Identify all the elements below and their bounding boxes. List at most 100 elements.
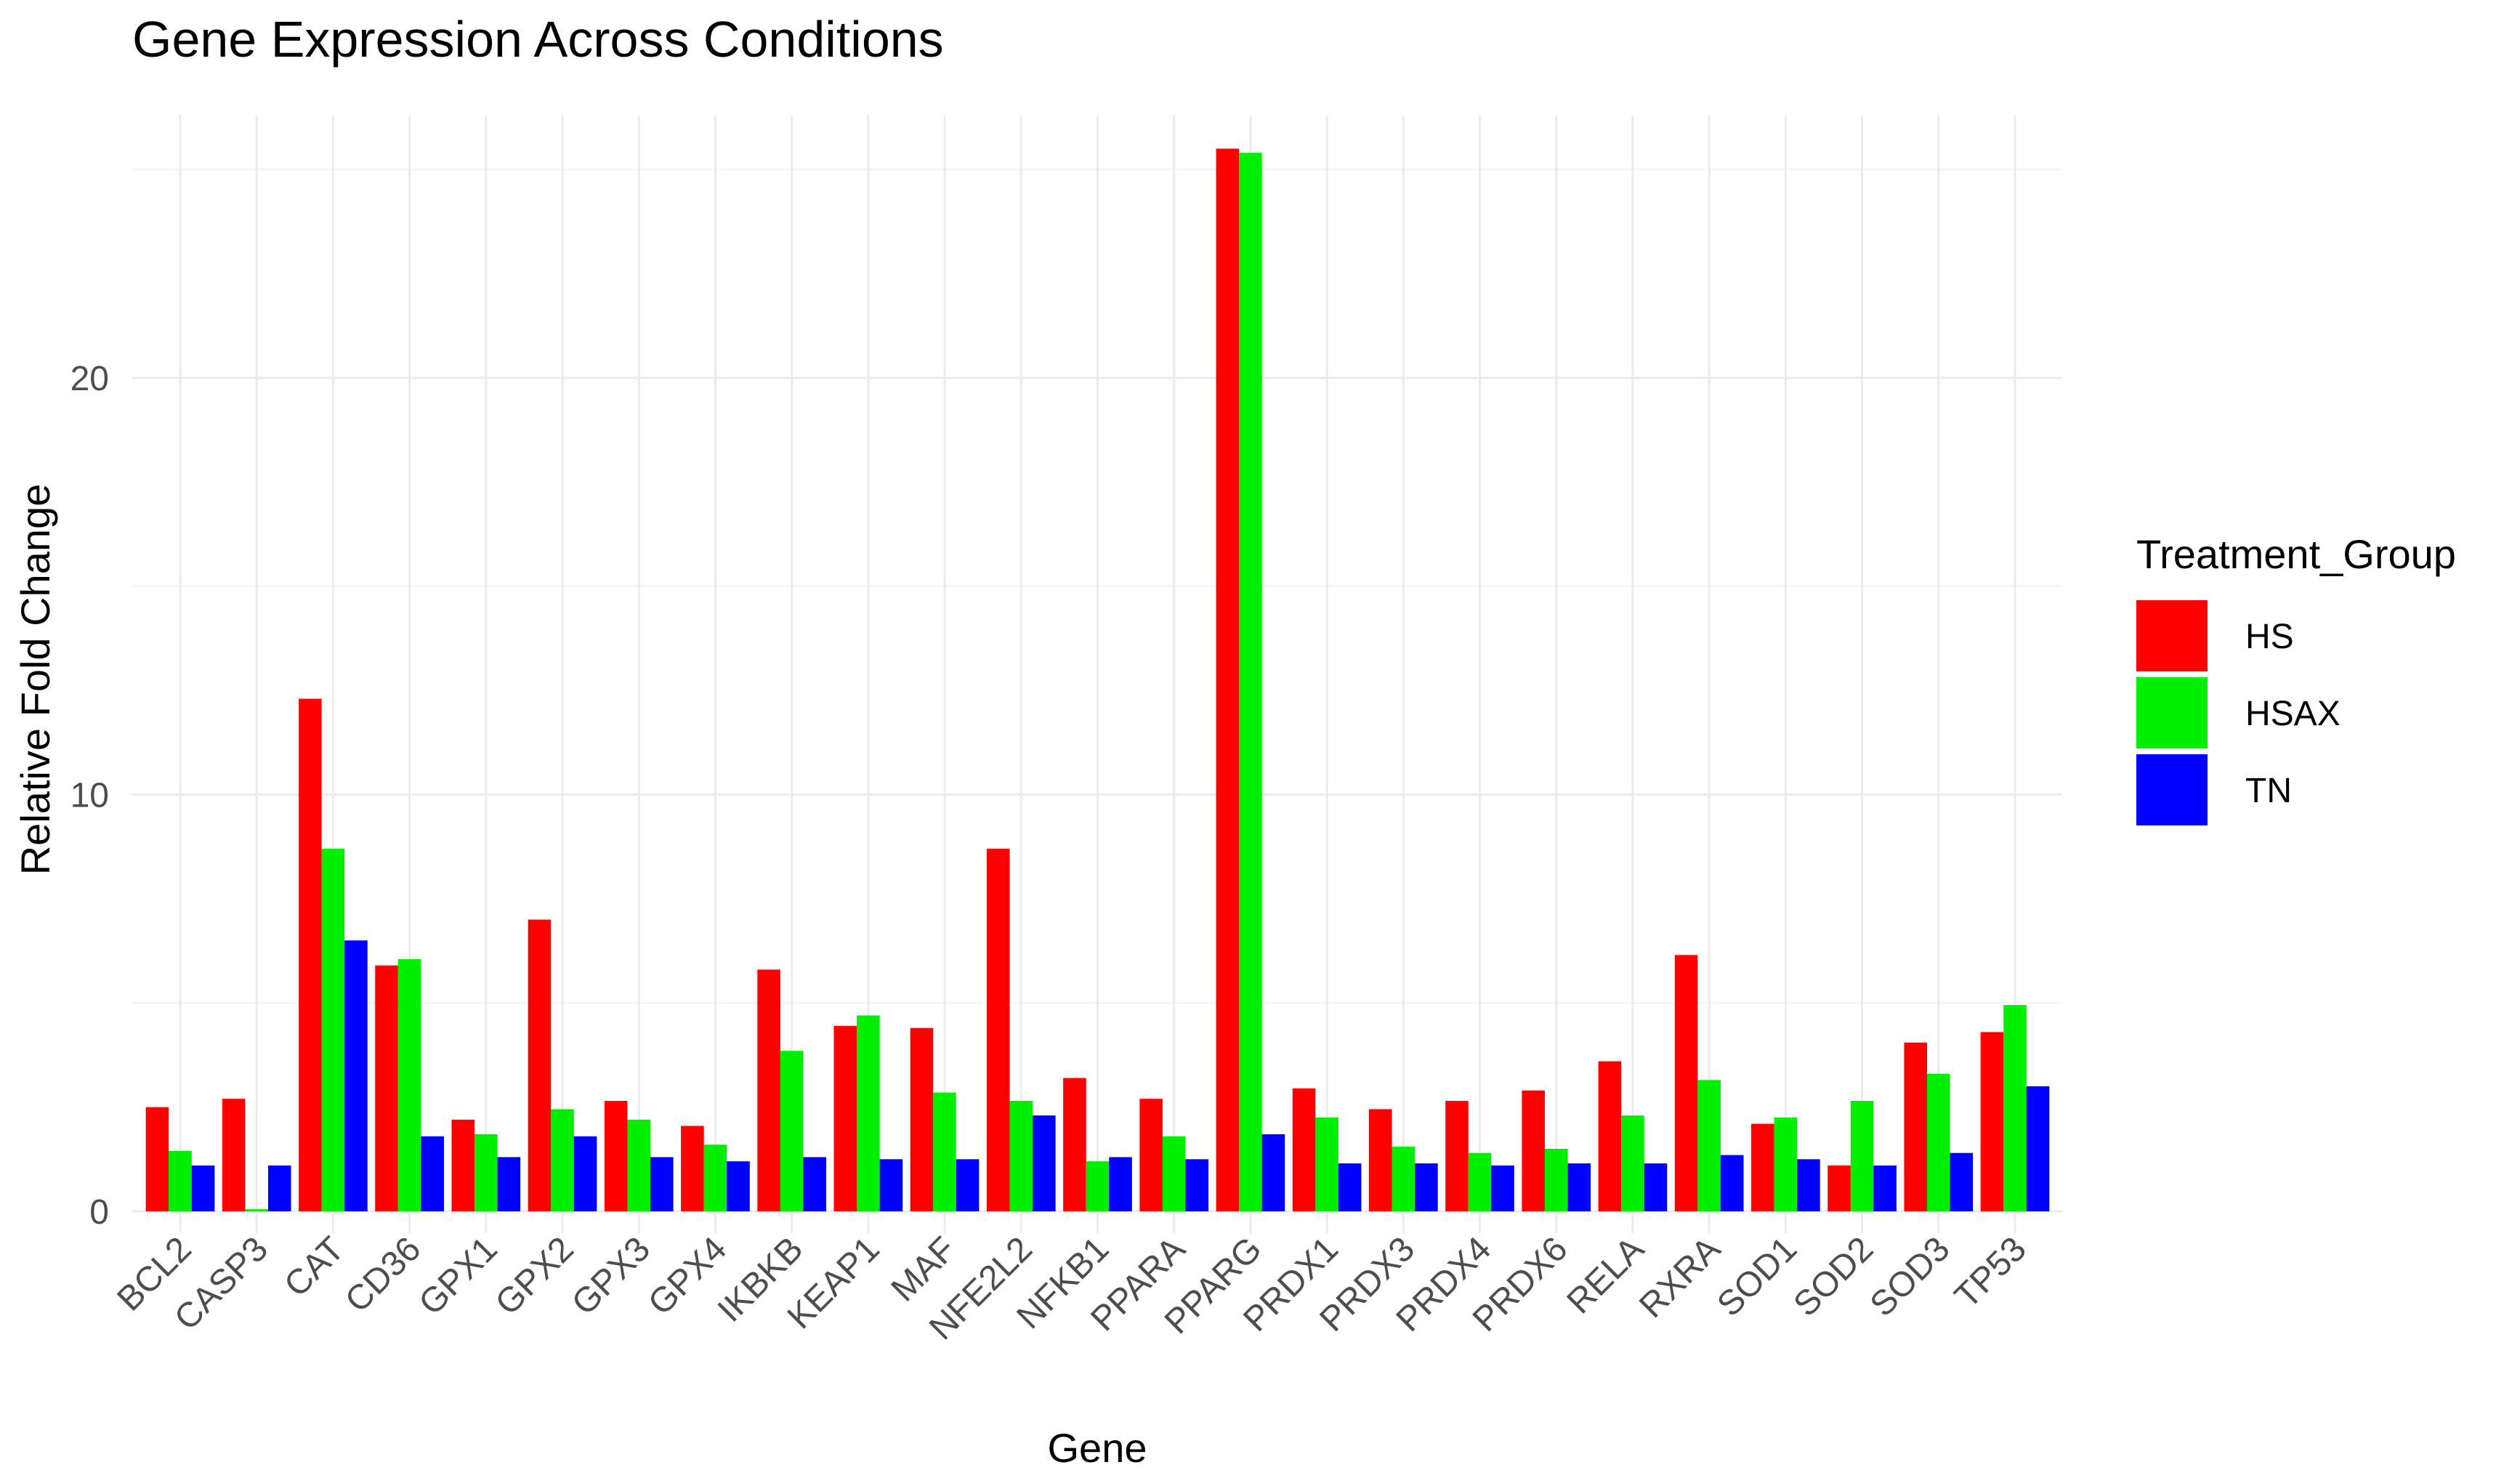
x-tick-label: SOD3 (1863, 1229, 1958, 1324)
bar-hs-tp53 (1980, 1032, 2004, 1211)
bar-hs-sod1 (1751, 1123, 1774, 1211)
bar-tn-nfe2l2 (1033, 1115, 1056, 1211)
bar-tn-ppara (1185, 1159, 1209, 1211)
bar-hsax-nfe2l2 (1009, 1101, 1033, 1211)
x-tick-label: SOD2 (1786, 1229, 1881, 1324)
legend-key-tn (2136, 754, 2208, 825)
bar-hs-ikbkb (757, 969, 780, 1211)
x-tick-label: GPX2 (488, 1229, 581, 1322)
bar-tn-sod3 (1950, 1152, 1974, 1211)
bar-tn-sod2 (1873, 1165, 1897, 1211)
bar-tn-pparg (1261, 1134, 1285, 1211)
bar-hsax-prdx6 (1544, 1148, 1568, 1211)
x-tick-label: SOD1 (1710, 1229, 1804, 1324)
bar-hs-bcl2 (145, 1107, 169, 1212)
bar-tn-cd36 (421, 1136, 444, 1211)
bar-hsax-cd36 (397, 959, 421, 1211)
bar-tn-keap1 (879, 1159, 903, 1211)
bar-hs-rxra (1674, 955, 1698, 1211)
bar-hsax-prdx4 (1468, 1152, 1492, 1211)
bar-tn-maf (956, 1159, 980, 1211)
bar-hsax-nfkb1 (1086, 1161, 1110, 1211)
bar-tn-prdx4 (1491, 1165, 1514, 1211)
bar-hsax-sod2 (1850, 1101, 1874, 1211)
grid (132, 115, 2062, 1233)
bar-tn-prdx3 (1415, 1163, 1438, 1211)
bar-hsax-prdx3 (1392, 1147, 1416, 1211)
bar-hsax-bcl2 (169, 1150, 192, 1211)
bar-hs-prdx1 (1292, 1088, 1316, 1211)
legend-label-hsax: HSAX (2245, 695, 2341, 733)
bar-hs-gpx3 (604, 1101, 628, 1211)
bar-hs-rela (1598, 1061, 1622, 1211)
bar-tn-sod1 (1797, 1159, 1820, 1211)
bar-hsax-gpx3 (627, 1119, 651, 1211)
bar-hs-cat (299, 698, 322, 1211)
bar-tn-rxra (1720, 1155, 1744, 1211)
bar-tn-gpx1 (497, 1157, 521, 1211)
bar-tn-bcl2 (191, 1165, 215, 1211)
bar-hsax-prdx1 (1315, 1117, 1338, 1211)
x-axis-title: Gene (1048, 1425, 1147, 1471)
bar-hs-pparg (1216, 148, 1240, 1212)
bar-hs-cd36 (375, 965, 398, 1211)
x-tick-label: CD36 (338, 1229, 428, 1320)
bar-hs-ppara (1139, 1099, 1163, 1211)
bar-hsax-tp53 (2003, 1005, 2027, 1211)
legend-items: HS HSAX TN (2136, 600, 2341, 825)
bar-tn-gpx4 (727, 1161, 750, 1211)
legend-title: Treatment_Group (2136, 531, 2456, 577)
x-tick-label: GPX1 (412, 1229, 505, 1322)
bar-hsax-ikbkb (780, 1051, 804, 1211)
legend-key-hs (2136, 600, 2208, 671)
bar-hs-maf (910, 1027, 934, 1211)
y-tick-label: 0 (89, 1193, 109, 1232)
bar-hsax-cat (321, 849, 345, 1211)
bar-hs-gpx4 (681, 1126, 704, 1211)
bar-hsax-gpx1 (474, 1134, 498, 1211)
bar-hsax-sod3 (1927, 1073, 1950, 1211)
legend-label-hs: HS (2245, 618, 2294, 656)
bar-tn-ikbkb (803, 1157, 827, 1211)
bar-hs-nfe2l2 (986, 849, 1010, 1211)
bar-hsax-ppara (1162, 1136, 1186, 1211)
chart-title: Gene Expression Across Conditions (132, 11, 944, 68)
bar-hs-prdx4 (1445, 1101, 1469, 1211)
bar-hsax-rela (1621, 1115, 1644, 1211)
bar-hsax-sod1 (1774, 1117, 1798, 1211)
y-tick-label: 20 (70, 360, 109, 398)
y-axis-title: Relative Fold Change (12, 484, 58, 876)
bar-hsax-pparg (1239, 153, 1262, 1211)
x-tick-label: RXRA (1632, 1229, 1728, 1325)
bar-tn-casp3 (267, 1165, 291, 1211)
bar-hs-gpx1 (451, 1119, 475, 1211)
bar-tn-prdx6 (1567, 1163, 1591, 1211)
bars (145, 148, 2050, 1212)
bar-hsax-maf (933, 1092, 956, 1211)
x-tick-label: GPX3 (565, 1229, 658, 1322)
bar-hsax-gpx4 (703, 1144, 727, 1211)
bar-hsax-casp3 (245, 1209, 268, 1211)
bar-hsax-keap1 (857, 1015, 880, 1211)
y-axis-ticks: 0 10 20 (70, 360, 109, 1232)
legend-key-hsax (2136, 677, 2208, 748)
bar-tn-gpx2 (573, 1136, 597, 1211)
bar-hs-nfkb1 (1063, 1078, 1086, 1211)
y-tick-label: 10 (70, 777, 109, 815)
bar-hs-sod2 (1828, 1165, 1851, 1211)
x-tick-label: RELA (1560, 1229, 1652, 1321)
bar-tn-prdx1 (1338, 1163, 1362, 1211)
bar-tn-cat (344, 940, 368, 1211)
bar-hsax-gpx2 (551, 1109, 574, 1211)
bar-hs-gpx2 (528, 919, 552, 1211)
legend-label-tn: TN (2245, 772, 2292, 810)
bar-hs-casp3 (222, 1099, 246, 1211)
x-tick-label: TP53 (1947, 1229, 2034, 1316)
bar-hs-prdx3 (1368, 1109, 1392, 1211)
bar-hs-sod3 (1904, 1042, 1928, 1211)
bar-hs-keap1 (833, 1025, 857, 1211)
bar-tn-rela (1644, 1163, 1668, 1211)
bar-hs-prdx6 (1522, 1090, 1545, 1211)
legend: Treatment_Group HS HSAX TN (2136, 531, 2456, 825)
